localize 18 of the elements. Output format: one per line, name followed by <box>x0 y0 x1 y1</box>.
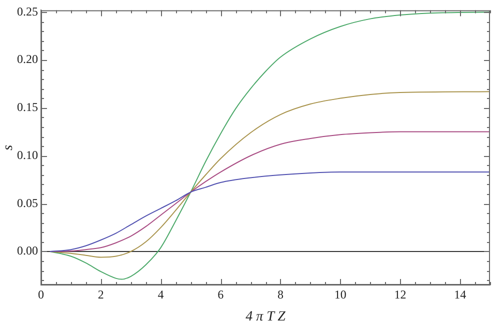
x-tick-label: 10 <box>334 287 346 302</box>
x-tick-label: 2 <box>98 287 104 302</box>
y-tick-label: 0.25 <box>17 4 38 18</box>
line-series <box>49 12 490 280</box>
y-tick-label: 0.20 <box>17 52 38 66</box>
x-tick-label: 6 <box>218 287 224 302</box>
x-tick-label: 4 <box>158 287 164 302</box>
x-tick-label: 12 <box>394 287 406 302</box>
y-tick-label: 0.05 <box>17 196 38 210</box>
x-tick-label: 8 <box>277 287 284 302</box>
y-tick-label: 0.00 <box>17 244 38 258</box>
line-series <box>49 172 490 252</box>
y-tick-label: 0.10 <box>17 148 38 162</box>
y-axis-title: s <box>1 144 16 150</box>
x-tick-label: 0 <box>38 287 44 302</box>
x-tick-label: 14 <box>454 287 466 302</box>
x-axis-title: 4 π T Z <box>246 309 286 324</box>
y-tick-label: 0.15 <box>17 100 38 114</box>
